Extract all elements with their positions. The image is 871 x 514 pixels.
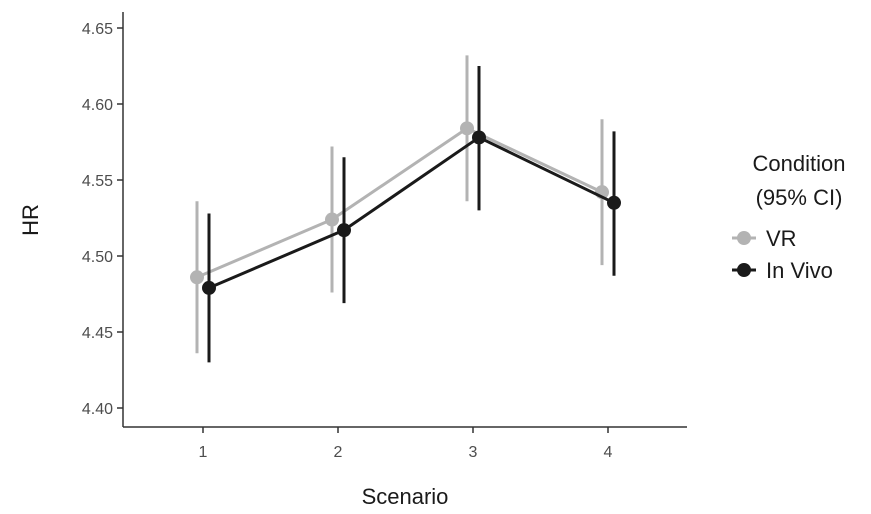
x-tick-label: 2 — [334, 444, 343, 461]
legend-item-in-vivo: In Vivo — [732, 258, 833, 283]
data-point-vr — [325, 212, 339, 227]
data-point-in-vivo — [337, 223, 351, 238]
data-point-in-vivo — [607, 195, 621, 210]
legend-title-line1: Condition — [753, 151, 846, 176]
legend-key-point — [737, 263, 751, 277]
legend-label: VR — [766, 226, 797, 251]
y-tick-label: 4.60 — [82, 97, 113, 114]
legend-key-point — [737, 231, 751, 245]
plot-area — [190, 55, 621, 363]
y-tick-label: 4.50 — [82, 249, 113, 266]
y-tick-label: 4.65 — [82, 21, 113, 38]
series-vr — [190, 55, 609, 354]
legend-item-vr: VR — [732, 226, 797, 251]
x-tick-label: 4 — [604, 444, 613, 461]
data-point-vr — [190, 270, 204, 285]
legend-items: VR In Vivo — [732, 226, 833, 283]
legend-label: In Vivo — [766, 258, 833, 283]
y-axis-title: HR — [18, 204, 43, 236]
axes — [122, 12, 687, 428]
x-tick-label: 3 — [469, 444, 478, 461]
series-line-vr — [196, 126, 603, 279]
data-point-in-vivo — [202, 280, 216, 295]
y-tick-label: 4.40 — [82, 401, 113, 418]
data-point-vr — [460, 121, 474, 136]
y-tick-label: 4.55 — [82, 173, 113, 190]
data-point-in-vivo — [472, 130, 486, 145]
x-tick-label: 1 — [199, 444, 208, 461]
series-line-in-vivo — [208, 135, 615, 290]
legend: Condition (95% CI) VR In Vivo — [732, 151, 845, 283]
x-ticks: 1 2 3 4 — [199, 427, 613, 461]
y-ticks: 4.40 4.45 4.50 4.55 4.60 4.65 — [82, 21, 123, 418]
series-in-vivo — [202, 66, 621, 363]
x-axis-title: Scenario — [362, 484, 449, 509]
y-tick-label: 4.45 — [82, 325, 113, 342]
legend-title-line2: (95% CI) — [756, 185, 843, 210]
